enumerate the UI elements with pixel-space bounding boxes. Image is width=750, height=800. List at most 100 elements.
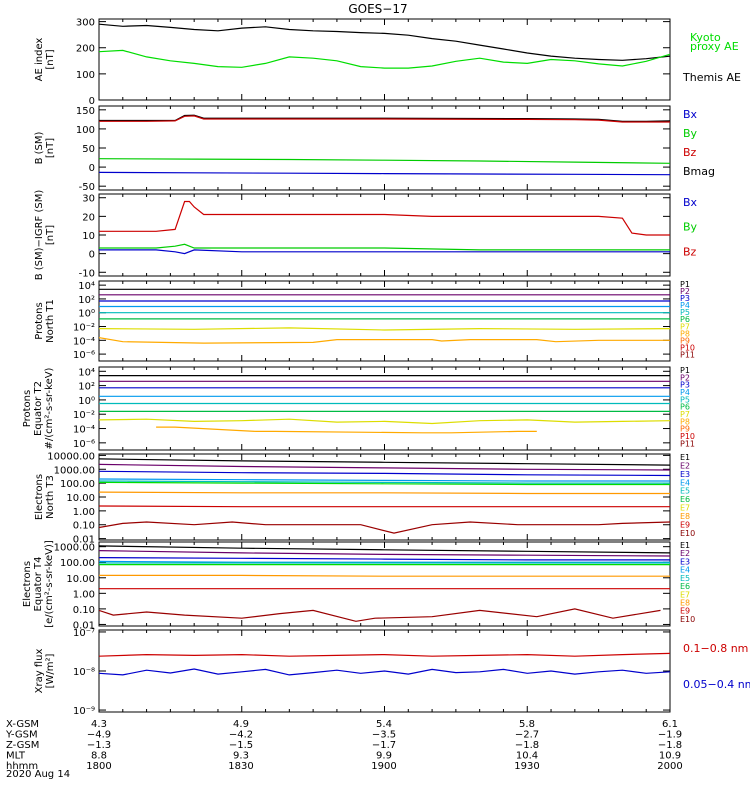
series-line-by [99,243,670,251]
series-line-e1 [99,458,670,466]
panel-protons_t1: 10⁴ 10² 10⁰ 10⁻² 10⁻⁴ 10⁻⁶ Protons North T1 P1P2… [34,280,695,362]
y-tick-label: 10.00 [66,493,95,504]
legend-label: E1 [680,541,690,550]
series-line-e2 [99,463,670,471]
series-line-e8 [99,505,670,508]
y-axis-label: Equator T2 [33,381,44,436]
x-axis-row-value: 5.4 [376,719,392,730]
x-axis-row-value: 8.8 [91,751,107,762]
legend-label: E6 [680,582,690,591]
panel-b_igrf: 30 20 10 0 -10 B (SM)−IGRF (SM) [nT] Bx By Bz [34,190,698,281]
legend-label: E4 [680,478,690,487]
y-tick-label: 10.00 [66,574,95,585]
x-axis-row-value: −1.5 [229,740,253,751]
series-line-p7 [99,327,670,331]
panel-frame [98,453,671,541]
series-group [99,114,670,176]
y-tick-label: 0.10 [73,605,95,616]
legend-label: P5 [680,395,690,404]
y-tick-label: 100.00 [60,479,95,490]
x-axis-row-value: −1.3 [87,740,111,751]
legend-label: Kyoto [690,31,721,44]
legend-label: P4 [680,301,690,310]
x-axis-row-name: X-GSM [6,719,39,730]
y-tick-label: 300 [76,18,95,29]
series-line-e3 [99,470,670,477]
legend-label: P10 [680,343,695,352]
series-group [99,375,670,434]
x-axis-row-value: 4.3 [91,719,107,730]
y-tick-label: 10000.00 [47,451,95,462]
series-group [99,23,670,69]
legend-label: P8 [680,417,690,426]
series-line-p8 [99,337,670,344]
legend-label: E10 [680,529,695,538]
x-axis-row-name: hhmm [6,761,38,772]
panel-protons_t2: 10⁴ 10² 10⁰ 10⁻² 10⁻⁴ 10⁻⁶ Protons Equator T2 #/… [22,366,695,451]
y-tick-label: 30 [82,194,95,205]
legend-label: P5 [680,308,690,317]
y-axis-label: [nT] [45,138,56,158]
x-axis-row-name: Y-GSM [5,730,38,741]
legend: 0.1−0.8 nm 0.05−0.4 nm [683,642,750,691]
x-axis-row-value: 10.9 [659,751,681,762]
y-tick-label: 0.01 [73,535,95,546]
x-axis-row-value: −4.9 [87,730,111,741]
panel-frame [98,366,671,451]
y-tick-label: 100 [76,125,95,136]
legend-label: P2 [680,373,690,382]
series-line-bx [99,171,670,176]
legend-label: E8 [680,512,690,521]
series-line-e5 [99,480,670,484]
series-line-e4 [99,478,670,482]
y-tick-label: 10⁻² [73,410,95,421]
legend-label: E9 [680,607,690,616]
y-axis-label: #/(cm²-s-sr-keV) [44,367,55,449]
series-line-e9 [99,608,661,622]
panel-frame [98,193,671,277]
y-tick-label: 0 [89,163,95,174]
series-line-e6 [99,481,670,486]
y-axis-label: [e/(cm²-s-sr-keV)] [44,540,55,628]
legend-label: P3 [680,294,690,303]
y-tick-label: 1000.00 [54,543,95,554]
legend-label: P11 [680,350,695,359]
panel-frame [98,18,671,101]
legend-label: P1 [680,280,690,289]
legend-label: E2 [680,549,690,558]
panel-xray: 10⁻⁷ 10⁻⁸ 10⁻⁹ Xray flux [W/m²] 0.1−0.8 nm 0.0… [34,628,750,717]
legend-label: E3 [680,470,690,479]
legend-label: Bx [683,196,698,209]
legend-label: E7 [680,590,690,599]
legend-label: E6 [680,495,690,504]
y-tick-label: 10² [78,295,95,306]
y-axis-label: B (SM)−IGRF (SM) [34,190,45,281]
series-line-by [99,158,670,164]
series-group [99,288,670,344]
x-axis-row-name: MLT [6,751,26,762]
y-axis-label: Xray flux [34,649,45,694]
date-label: 2020 Aug 14 [6,769,70,780]
y-tick-label: 10⁴ [78,367,95,378]
panel-electrons_t3: 10000.00 1000.00 100.00 10.00 1.00 0.10 0.01 El… [34,451,695,545]
y-tick-label: 10 [82,231,95,242]
legend-label: P2 [680,287,690,296]
legend-label: Bz [683,245,697,258]
y-tick-label: 10⁻² [73,323,95,334]
y-axis-label: North T3 [45,475,56,519]
y-tick-label: 10⁻⁴ [73,425,95,436]
series-line-bz [99,200,670,236]
legend-label: P3 [680,381,690,390]
series-group [99,458,670,534]
legend-label: Bz [683,146,697,159]
y-axis-label: [nT] [45,49,56,69]
y-tick-label: -10 [79,268,95,279]
legend-label: Bmag [683,165,715,178]
x-axis-row-value: 1930 [514,761,539,772]
legend-label: proxy AE [690,40,739,53]
y-tick-label: 10⁻⁹ [73,706,95,717]
y-axis-label: B (SM) [34,131,45,164]
x-axis-row-value: −1.8 [658,740,682,751]
y-tick-label: 10⁻⁶ [73,439,95,450]
